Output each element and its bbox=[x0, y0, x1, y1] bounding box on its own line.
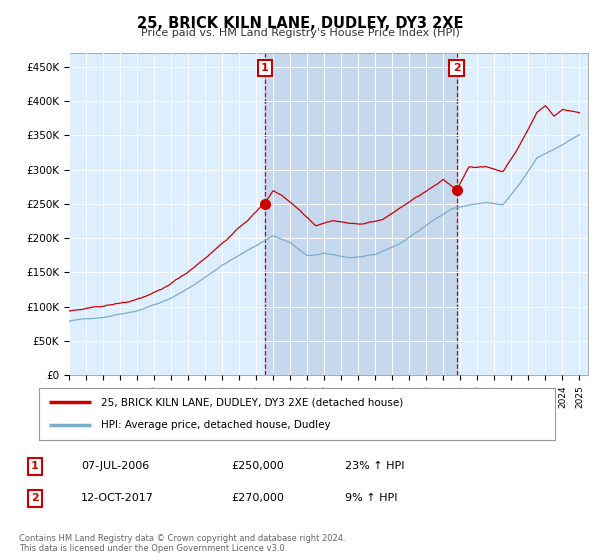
Text: 12-OCT-2017: 12-OCT-2017 bbox=[81, 493, 154, 503]
Text: 1: 1 bbox=[261, 63, 269, 73]
Text: 25, BRICK KILN LANE, DUDLEY, DY3 2XE (detached house): 25, BRICK KILN LANE, DUDLEY, DY3 2XE (de… bbox=[101, 397, 403, 407]
Text: £250,000: £250,000 bbox=[231, 461, 284, 472]
Text: 07-JUL-2006: 07-JUL-2006 bbox=[81, 461, 149, 472]
Text: 23% ↑ HPI: 23% ↑ HPI bbox=[345, 461, 404, 472]
Text: £270,000: £270,000 bbox=[231, 493, 284, 503]
Text: 9% ↑ HPI: 9% ↑ HPI bbox=[345, 493, 398, 503]
Text: 2: 2 bbox=[31, 493, 38, 503]
Text: Contains HM Land Registry data © Crown copyright and database right 2024.
This d: Contains HM Land Registry data © Crown c… bbox=[19, 534, 346, 553]
Text: Price paid vs. HM Land Registry's House Price Index (HPI): Price paid vs. HM Land Registry's House … bbox=[140, 28, 460, 38]
Text: HPI: Average price, detached house, Dudley: HPI: Average price, detached house, Dudl… bbox=[101, 420, 331, 430]
Text: 25, BRICK KILN LANE, DUDLEY, DY3 2XE: 25, BRICK KILN LANE, DUDLEY, DY3 2XE bbox=[137, 16, 463, 31]
Text: 2: 2 bbox=[453, 63, 461, 73]
Bar bbox=[265, 53, 457, 375]
Text: 1: 1 bbox=[31, 461, 38, 472]
